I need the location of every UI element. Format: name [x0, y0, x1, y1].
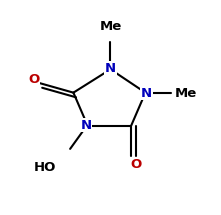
Text: HO: HO [34, 161, 56, 175]
Text: N: N [80, 119, 92, 132]
Text: Me: Me [99, 20, 122, 33]
Text: N: N [141, 87, 152, 100]
Text: O: O [131, 158, 142, 171]
Text: N: N [105, 62, 116, 75]
Text: O: O [29, 73, 40, 86]
Text: Me: Me [175, 87, 197, 100]
